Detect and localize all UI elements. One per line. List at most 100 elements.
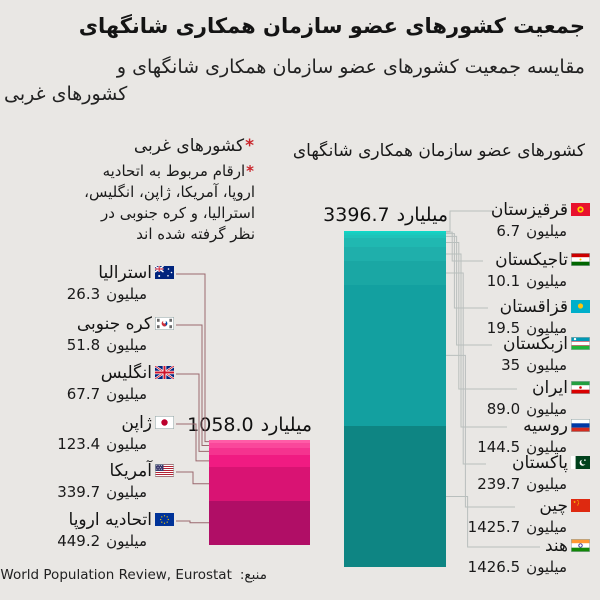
country-name: قرقیزستان bbox=[490, 200, 568, 220]
country-row: اتحادیه اروپا 449.2 میلیون bbox=[4, 509, 174, 552]
country-name: هند bbox=[544, 536, 568, 556]
country-name: کره جنوبی bbox=[76, 314, 152, 334]
country-row: ایران 89.0 میلیون bbox=[420, 377, 590, 420]
country-row: قرقیزستان 6.7 میلیون bbox=[420, 199, 590, 242]
country-value: 67.7 میلیون bbox=[66, 385, 147, 403]
sco-bar-total-label: 3396.7 میلیارد bbox=[323, 204, 448, 226]
country-value: 123.4 میلیون bbox=[57, 435, 147, 453]
bar-segment-uzbekistan bbox=[344, 234, 446, 239]
country-row: کره جنوبی 51.8 میلیون bbox=[4, 313, 174, 356]
west-bar-total-label: 1058.0 میلیارد bbox=[187, 414, 312, 436]
country-row: هند 1426.5 میلیون bbox=[420, 535, 590, 578]
bar-segment-australia bbox=[209, 440, 310, 443]
country-value: 6.7 میلیون bbox=[496, 222, 567, 240]
source-label: منبع: bbox=[239, 567, 267, 583]
west-total-number: 1058.0 bbox=[187, 414, 254, 436]
west-section-header: *کشورهای غربی bbox=[134, 136, 255, 156]
subtitle-line-2: کشورهای غربی bbox=[4, 83, 128, 105]
country-row: ازبکستان 35 میلیون bbox=[420, 333, 590, 376]
flag-iran-icon bbox=[571, 381, 590, 394]
flag-usa-icon bbox=[155, 464, 174, 477]
country-value: 449.2 میلیون bbox=[57, 532, 147, 550]
country-name: انگلیس bbox=[100, 363, 152, 383]
country-name: آمریکا bbox=[109, 461, 152, 481]
footnote: *ارقام مربوط به اتحادیه اروپا، آمریکا، ژ… bbox=[0, 161, 255, 245]
flag-china-icon bbox=[571, 499, 590, 512]
country-name: قزاقستان bbox=[499, 297, 568, 317]
footnote-line: اروپا، آمریکا، ژاپن، انگلیس، bbox=[84, 183, 255, 201]
country-name: ازبکستان bbox=[502, 334, 568, 354]
flag-russia-icon bbox=[571, 419, 590, 432]
flag-kyrgyzstan-icon bbox=[571, 203, 590, 216]
footnote-line: *ارقام مربوط به اتحادیه bbox=[102, 162, 254, 180]
footnote-line: استرالیا، و کره جنوبی در bbox=[101, 204, 255, 222]
flag-uzbekistan-icon bbox=[571, 337, 590, 350]
page-title: جمعیت کشورهای عضو سازمان همکاری شانگهای bbox=[78, 14, 585, 38]
footnote-asterisk: * bbox=[246, 162, 254, 180]
country-value: 339.7 میلیون bbox=[57, 483, 147, 501]
bar-segment-eu bbox=[209, 500, 310, 545]
bar-segment-russia bbox=[344, 246, 446, 262]
flag-uk-icon bbox=[155, 366, 174, 379]
bar-segment-usa bbox=[209, 466, 310, 501]
bar-segment-south-korea bbox=[209, 442, 310, 449]
country-row: چین 1425.7 میلیون bbox=[420, 495, 590, 538]
west-header-asterisk: * bbox=[245, 136, 254, 156]
west-header-text: کشورهای غربی bbox=[133, 136, 245, 156]
flag-tajikistan-icon bbox=[571, 253, 590, 266]
bar-segment-kazakhstan bbox=[344, 232, 446, 235]
country-row: پاکستان 239.7 میلیون bbox=[420, 452, 590, 495]
bar-segment-kyrgyzstan bbox=[344, 231, 446, 232]
country-value: 144.5 میلیون bbox=[477, 438, 567, 456]
connector-line bbox=[176, 373, 209, 452]
bar-segment-china bbox=[344, 284, 446, 426]
flag-eu-icon bbox=[155, 513, 174, 526]
west-total-unit: میلیارد bbox=[260, 414, 312, 436]
bar-segment-japan bbox=[209, 454, 310, 467]
bar-segment-india bbox=[344, 425, 446, 567]
country-name: چین bbox=[539, 496, 568, 516]
country-name: استرالیا bbox=[98, 263, 152, 283]
sco-stacked-bar bbox=[344, 231, 446, 567]
country-name: تاجیکستان bbox=[495, 250, 568, 270]
flag-pakistan-icon bbox=[571, 456, 590, 469]
country-value: 10.1 میلیون bbox=[486, 272, 567, 290]
source-line: منبع: World Population Review, Eurostat bbox=[0, 567, 267, 583]
country-value: 35 میلیون bbox=[501, 356, 567, 374]
country-name: پاکستان bbox=[512, 453, 568, 473]
country-value: 26.3 میلیون bbox=[66, 285, 147, 303]
sco-total-unit: میلیارد bbox=[396, 204, 448, 226]
country-name: اتحادیه اروپا bbox=[68, 510, 152, 530]
flag-south-korea-icon bbox=[155, 317, 174, 330]
sco-section-header: کشورهای عضو سازمان همکاری شانگهای bbox=[292, 141, 585, 161]
country-row: انگلیس 67.7 میلیون bbox=[4, 362, 174, 405]
country-value: 239.7 میلیون bbox=[477, 475, 567, 493]
subtitle-line-1: مقایسه جمعیت کشورهای عضو سازمان همکاری ش… bbox=[116, 56, 585, 78]
flag-kazakhstan-icon bbox=[571, 300, 590, 313]
country-row: روسیه 144.5 میلیون bbox=[420, 415, 590, 458]
country-value: 51.8 میلیون bbox=[66, 336, 147, 354]
country-row: قزاقستان 19.5 میلیون bbox=[420, 296, 590, 339]
bar-segment-tajikistan bbox=[344, 231, 446, 233]
bar-segment-pakistan bbox=[344, 261, 446, 285]
country-row: آمریکا 339.7 میلیون bbox=[4, 460, 174, 503]
flag-japan-icon bbox=[155, 416, 174, 429]
country-row: ژاپن 123.4 میلیون bbox=[4, 412, 174, 455]
bar-segment-iran bbox=[344, 238, 446, 247]
bar-segment-uk bbox=[209, 448, 310, 455]
flag-india-icon bbox=[571, 539, 590, 552]
connector-line bbox=[176, 520, 209, 524]
country-value: 1426.5 میلیون bbox=[467, 558, 567, 576]
country-value: 19.5 میلیون bbox=[486, 319, 567, 337]
country-row: استرالیا 26.3 میلیون bbox=[4, 262, 174, 305]
country-row: تاجیکستان 10.1 میلیون bbox=[420, 249, 590, 292]
west-stacked-bar bbox=[209, 440, 310, 545]
country-value: 89.0 میلیون bbox=[486, 400, 567, 418]
connector-line bbox=[176, 471, 209, 485]
source-text: World Population Review, Eurostat bbox=[0, 567, 232, 583]
country-name: روسیه bbox=[523, 416, 568, 436]
footnote-line: نظر گرفته شده اند bbox=[136, 225, 255, 243]
flag-australia-icon bbox=[155, 266, 174, 279]
country-value: 1425.7 میلیون bbox=[467, 518, 567, 536]
